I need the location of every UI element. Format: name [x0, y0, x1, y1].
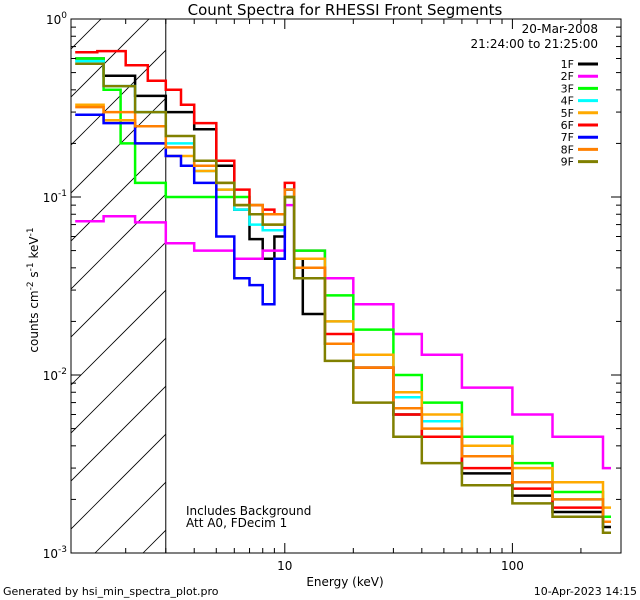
legend-label-6f: 6F	[561, 119, 574, 132]
legend-label-2f: 2F	[561, 70, 574, 83]
hatched-excluded-region	[71, 19, 166, 553]
y-tick-label: 10-3	[43, 545, 67, 561]
legend-label-4f: 4F	[561, 95, 574, 108]
legend-label-7f: 7F	[561, 131, 574, 144]
plot-frame	[70, 18, 622, 554]
timestamp-footer: 10-Apr-2023 14:15	[534, 585, 637, 598]
generator-footer: Generated by hsi_min_spectra_plot.pro	[3, 585, 219, 598]
date-annotation: 20-Mar-2008	[522, 22, 598, 36]
legend-label-1f: 1F	[561, 58, 574, 71]
x-tick-label: 100	[501, 559, 524, 573]
legend-label-5f: 5F	[561, 107, 574, 120]
hatch-line	[71, 19, 150, 98]
hatch-line	[71, 385, 166, 482]
hatch-line	[71, 193, 166, 290]
series-8f-line	[75, 105, 611, 523]
series-7f-line	[75, 113, 303, 306]
y-axis-label: counts cm-2 s-1 keV-1	[26, 227, 41, 352]
legend-label-3f: 3F	[561, 82, 574, 95]
series-9f-line	[75, 62, 611, 534]
attenuator-note: Att A0, FDecim 1	[186, 516, 287, 530]
legend-label-9f: 9F	[561, 156, 574, 169]
time-range-annotation: 21:24:00 to 21:25:00	[471, 37, 598, 51]
chart-title: Count Spectra for RHESSI Front Segments	[188, 1, 503, 19]
y-tick-label: 10-1	[43, 189, 67, 205]
background-note: Includes Background	[186, 504, 311, 518]
series-lines	[75, 49, 611, 534]
legend-label-8f: 8F	[561, 143, 574, 156]
y-tick-label: 100	[46, 11, 67, 27]
hatch-line	[71, 433, 166, 530]
hatch-line	[71, 49, 166, 146]
hatch-line	[71, 241, 166, 338]
axis-ticks: 10 100 100 10-1 10-2 10-3	[43, 11, 622, 573]
x-tick-label: 10	[277, 559, 292, 573]
y-tick-label: 10-2	[43, 367, 67, 383]
x-axis-label: Energy (keV)	[306, 575, 383, 589]
